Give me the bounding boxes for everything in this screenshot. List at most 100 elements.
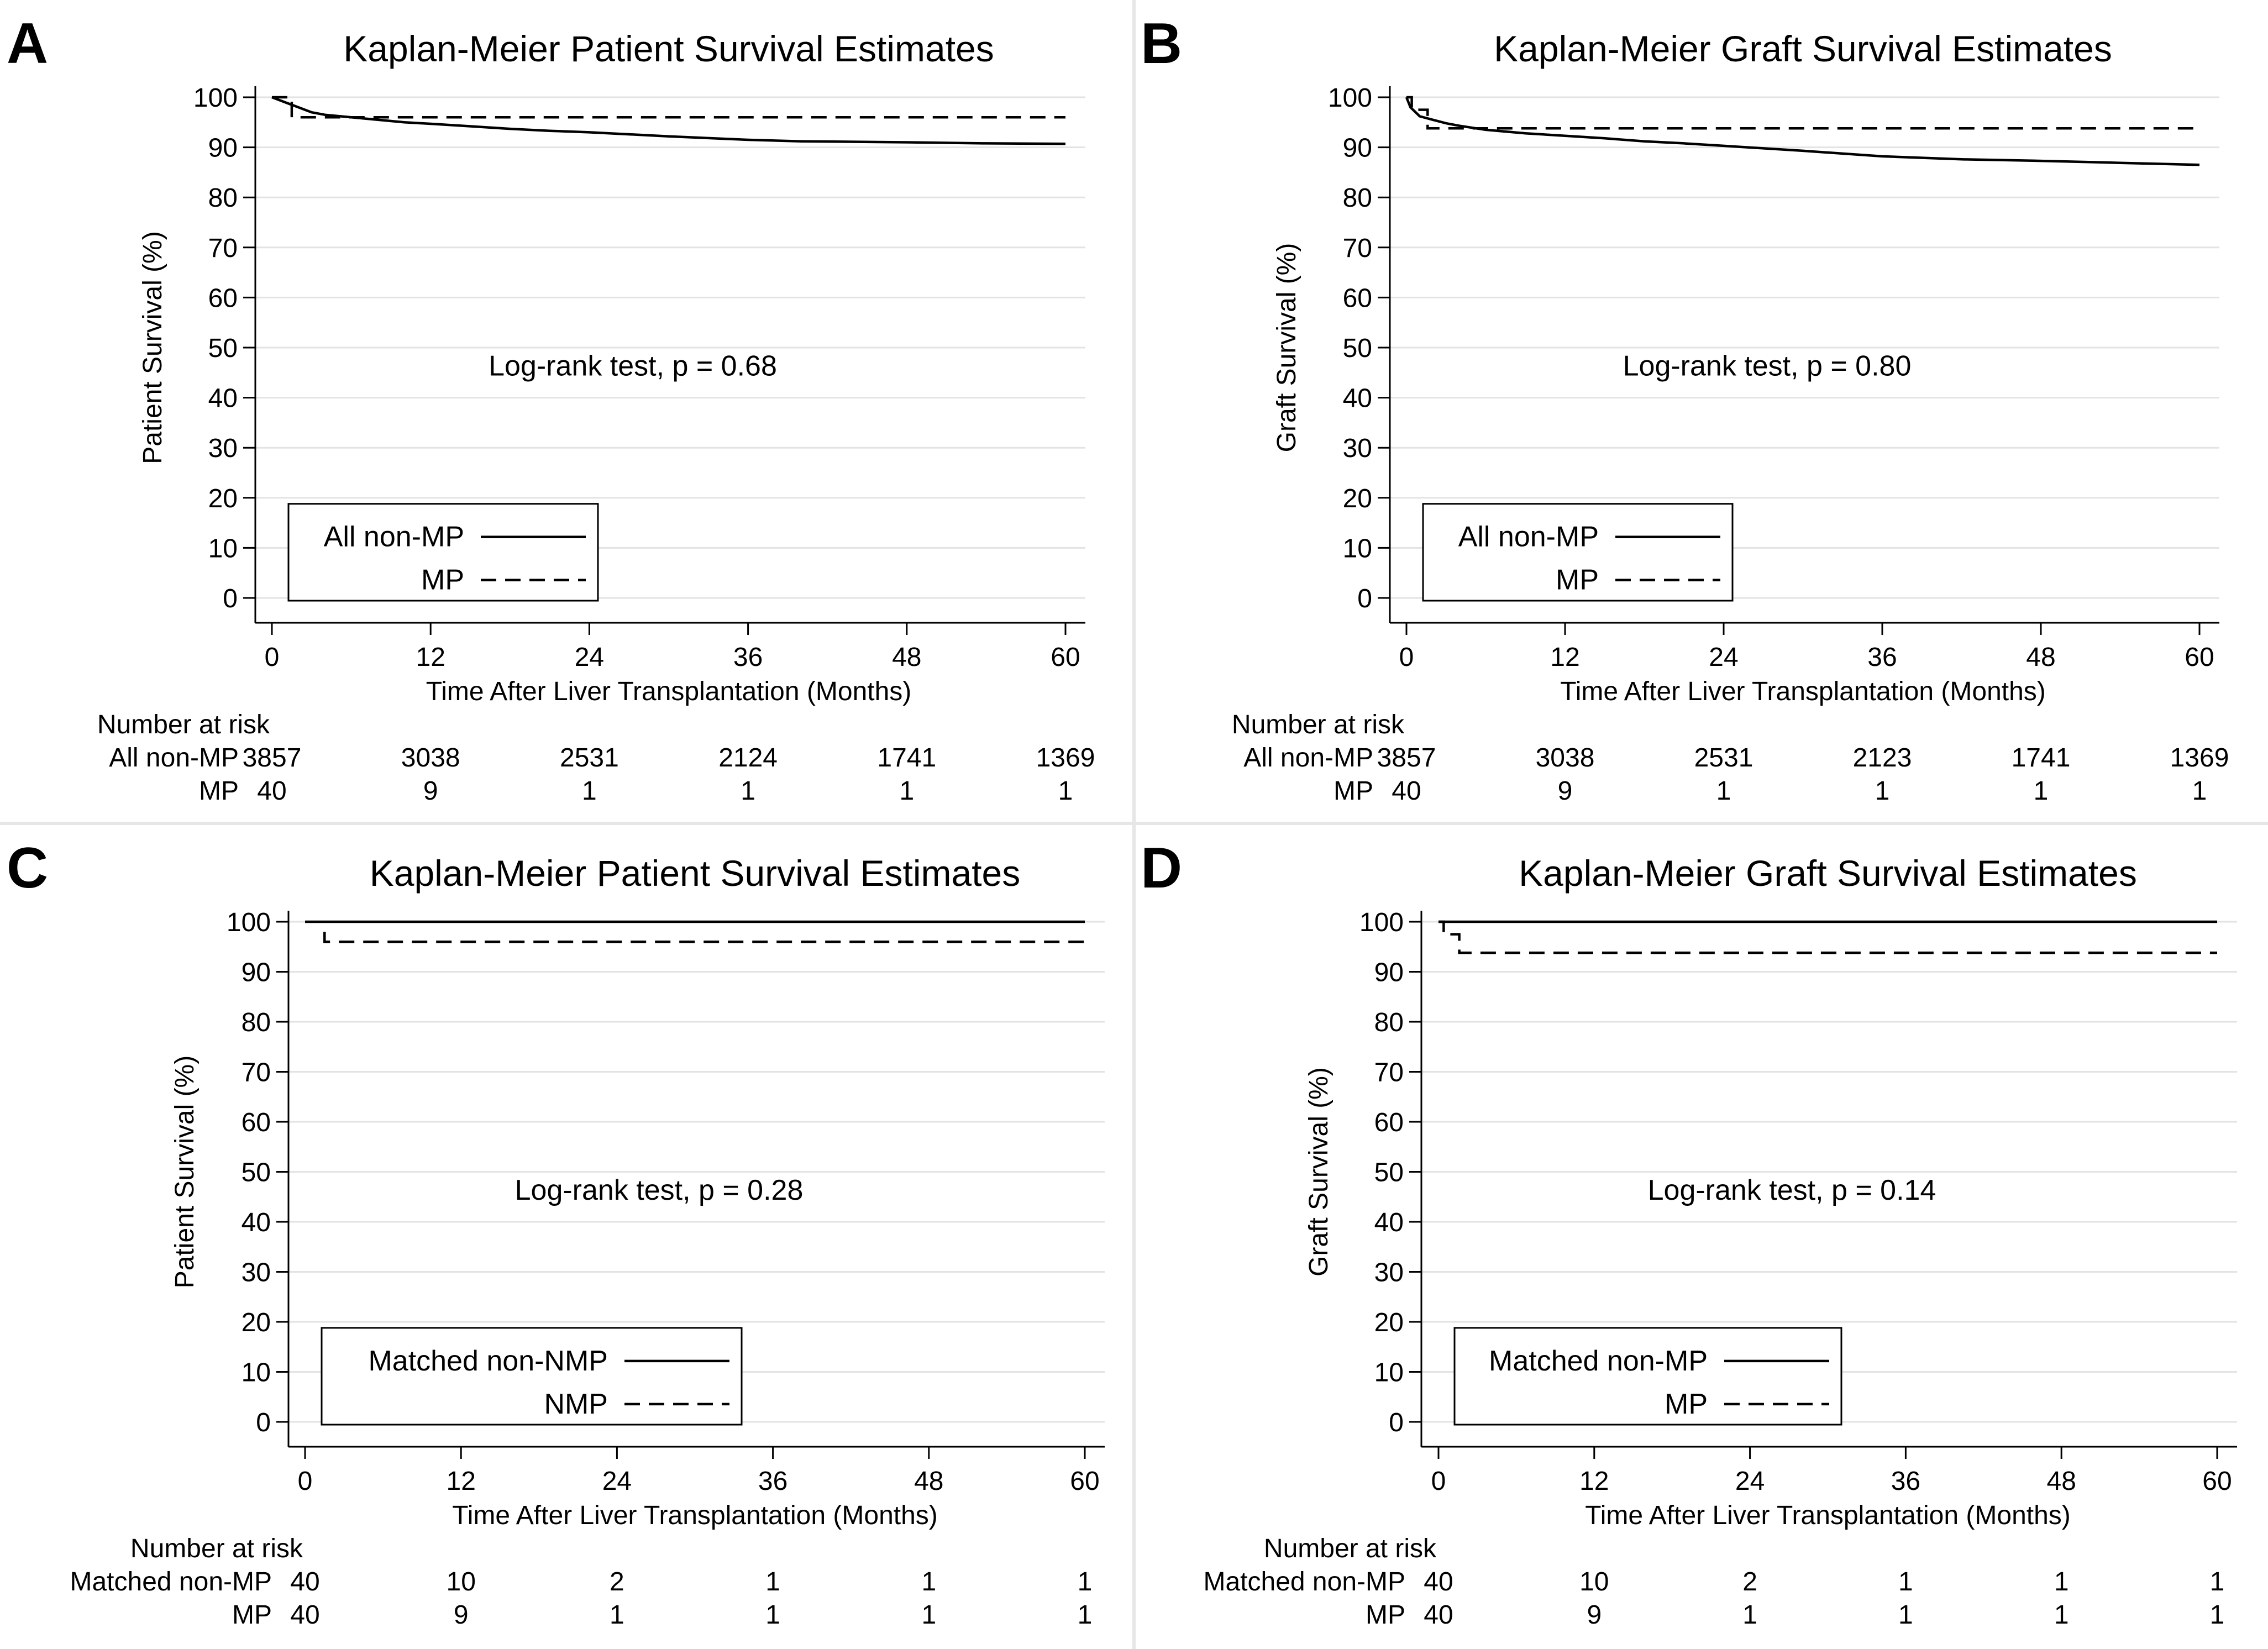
risk-value: 1369 <box>1036 743 1095 773</box>
y-tick-label: 90 <box>1343 134 1372 163</box>
y-tick-label: 70 <box>1343 234 1372 263</box>
risk-value: 40 <box>1424 1567 1453 1597</box>
x-tick-label: 36 <box>758 1467 788 1496</box>
risk-value: 2 <box>1742 1567 1757 1597</box>
y-tick-label: 10 <box>1374 1358 1404 1388</box>
risk-value: 1 <box>1078 1567 1093 1597</box>
y-tick-label: 30 <box>1343 434 1372 463</box>
legend-label: MP <box>1665 1388 1708 1420</box>
y-tick-label: 0 <box>1357 584 1372 613</box>
panel-b: B Kaplan-Meier Graft Survival Estimates 0 1… <box>1141 12 2229 806</box>
y-tick-label: 50 <box>242 1158 271 1188</box>
legend-label: All non-MP <box>1458 521 1599 553</box>
x-axis-label: Time After Liver Transplantation (Months… <box>1560 677 2046 706</box>
y-tick-label: 50 <box>1374 1158 1404 1188</box>
legend-box <box>321 1327 743 1426</box>
risk-table-heading: Number at risk <box>1264 1534 1437 1563</box>
risk-value: 1 <box>1898 1567 1913 1597</box>
risk-row-label: All non-MP <box>1243 743 1373 773</box>
y-tick-label: 80 <box>208 183 238 213</box>
series-line-comparison <box>272 96 1065 119</box>
y-tick-label: 60 <box>242 1108 271 1137</box>
y-tick-label: 80 <box>242 1008 271 1037</box>
risk-value: 1369 <box>2170 743 2229 773</box>
risk-value: 1 <box>1716 776 1731 806</box>
y-tick-label: 40 <box>1374 1208 1404 1237</box>
x-tick-label: 60 <box>2202 1467 2232 1496</box>
y-tick-label: 60 <box>1374 1108 1404 1137</box>
panel-letter: B <box>1141 12 1182 76</box>
risk-value: 1 <box>921 1567 936 1597</box>
risk-row-label: MP <box>232 1600 272 1630</box>
panel-c: C Kaplan-Meier Patient Survival Estimates… <box>7 836 1105 1630</box>
risk-value: 1 <box>765 1600 780 1630</box>
x-tick-label: 0 <box>298 1467 313 1496</box>
legend-label: Matched non-MP <box>1489 1345 1708 1377</box>
risk-value: 1 <box>2034 776 2049 806</box>
x-tick-label: 48 <box>892 643 921 672</box>
risk-value: 1 <box>2192 776 2207 806</box>
x-tick-label: 60 <box>2185 643 2214 672</box>
series-line-comparison <box>323 932 1085 943</box>
x-tick-label: 12 <box>447 1467 476 1496</box>
panel-letter: D <box>1141 836 1182 900</box>
risk-row-label: All non-MP <box>109 743 239 773</box>
risk-value: 1 <box>1058 776 1073 806</box>
risk-value: 40 <box>290 1600 319 1630</box>
chart-title: Kaplan-Meier Graft Survival Estimates <box>1494 28 2112 69</box>
risk-value: 2 <box>610 1567 624 1597</box>
y-tick-label: 0 <box>1389 1408 1404 1437</box>
risk-value: 9 <box>1558 776 1573 806</box>
risk-value: 3857 <box>243 743 302 773</box>
series-line-reference <box>1405 97 2200 166</box>
legend-box <box>1453 1327 1842 1426</box>
chart-title: Kaplan-Meier Patient Survival Estimates <box>343 28 994 69</box>
y-tick-label: 10 <box>1343 534 1372 563</box>
y-tick-label: 100 <box>227 908 271 937</box>
x-tick-label: 0 <box>1431 1467 1446 1496</box>
risk-value: 1 <box>2054 1600 2069 1630</box>
chart-title: Kaplan-Meier Patient Survival Estimates <box>370 853 1021 894</box>
risk-value: 2531 <box>560 743 619 773</box>
x-tick-label: 12 <box>416 643 445 672</box>
y-tick-label: 20 <box>1343 484 1372 513</box>
y-tick-label: 70 <box>1374 1058 1404 1088</box>
y-tick-label: 0 <box>256 1408 271 1437</box>
logrank-annotation: Log-rank test, p = 0.14 <box>1648 1174 1936 1206</box>
y-axis-label: Patient Survival (%) <box>138 231 167 464</box>
risk-value: 1 <box>899 776 914 806</box>
risk-table-heading: Number at risk <box>97 710 270 739</box>
risk-table-heading: Number at risk <box>1232 710 1405 739</box>
y-tick-label: 90 <box>242 958 271 988</box>
y-tick-label: 80 <box>1343 183 1372 213</box>
risk-value: 1 <box>1898 1600 1913 1630</box>
x-axis-label: Time After Liver Transplantation (Months… <box>426 677 912 706</box>
y-tick-label: 10 <box>242 1358 271 1388</box>
risk-row-label: Matched non-MP <box>1203 1567 1405 1597</box>
risk-value: 1 <box>765 1567 780 1597</box>
risk-value: 10 <box>447 1567 476 1597</box>
y-tick-label: 40 <box>242 1208 271 1237</box>
y-tick-label: 60 <box>1343 283 1372 313</box>
y-tick-label: 60 <box>208 283 238 313</box>
legend-label: All non-MP <box>324 521 464 553</box>
y-tick-label: 20 <box>208 484 238 513</box>
y-tick-label: 40 <box>208 384 238 413</box>
risk-value: 40 <box>257 776 286 806</box>
x-tick-label: 24 <box>1709 643 1738 672</box>
risk-table-heading: Number at risk <box>130 1534 303 1563</box>
risk-value: 9 <box>1587 1600 1602 1630</box>
y-tick-label: 30 <box>242 1258 271 1288</box>
x-tick-label: 24 <box>575 643 604 672</box>
risk-value: 2123 <box>1853 743 1912 773</box>
risk-value: 1 <box>1078 1600 1093 1630</box>
y-tick-label: 30 <box>1374 1258 1404 1288</box>
risk-value: 40 <box>1392 776 1421 806</box>
x-tick-label: 36 <box>733 643 763 672</box>
risk-value: 1 <box>1875 776 1890 806</box>
risk-value: 9 <box>423 776 438 806</box>
legend-box <box>287 503 599 602</box>
risk-row-label: Matched non-MP <box>70 1567 272 1597</box>
y-tick-label: 30 <box>208 434 238 463</box>
risk-row-label: MP <box>1334 776 1373 806</box>
